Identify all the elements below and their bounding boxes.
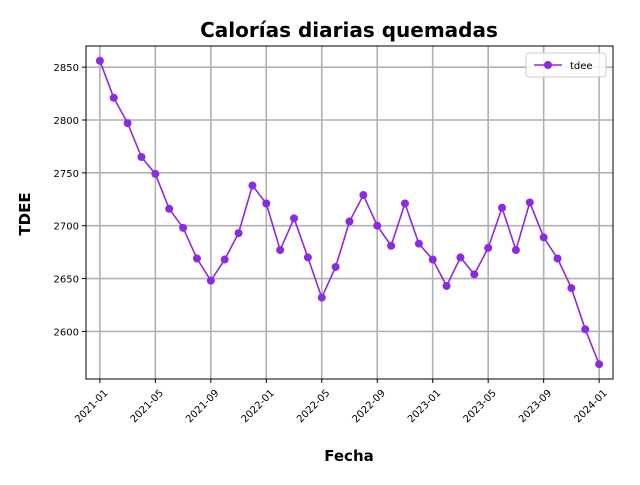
x-tick-label: 2022-05 bbox=[295, 388, 332, 425]
data-point bbox=[428, 255, 437, 264]
y-tick-label: 2600 bbox=[54, 327, 79, 338]
data-point bbox=[345, 217, 354, 226]
x-tick-label: 2023-05 bbox=[462, 388, 499, 425]
x-tick-label: 2021-05 bbox=[129, 388, 166, 425]
data-point bbox=[359, 191, 368, 200]
data-point bbox=[442, 281, 451, 290]
data-point bbox=[179, 223, 188, 232]
chart-title: Calorías diarias quemadas bbox=[200, 18, 498, 42]
y-tick-label: 2650 bbox=[54, 275, 79, 286]
data-point bbox=[109, 93, 118, 102]
data-point bbox=[123, 119, 132, 128]
data-point bbox=[539, 233, 548, 242]
legend-marker bbox=[544, 61, 552, 69]
data-point bbox=[400, 199, 409, 208]
data-point bbox=[387, 241, 396, 250]
series-line-tdee bbox=[99, 60, 600, 365]
x-tick-label: 2021-09 bbox=[184, 388, 221, 425]
data-point bbox=[498, 203, 507, 212]
data-point bbox=[151, 169, 160, 178]
data-point bbox=[553, 254, 562, 263]
data-point bbox=[373, 221, 382, 230]
data-point bbox=[137, 153, 146, 161]
data-point bbox=[484, 243, 493, 252]
x-tick-label: 2021-01 bbox=[73, 388, 110, 425]
data-point bbox=[303, 253, 312, 262]
legend-box bbox=[525, 52, 607, 78]
data-point bbox=[595, 360, 604, 369]
y-tick-label: 2750 bbox=[54, 169, 79, 180]
data-point bbox=[414, 239, 423, 248]
y-axis-label: TDEE bbox=[16, 192, 34, 235]
x-tick-label: 2022-09 bbox=[351, 388, 388, 425]
data-point bbox=[331, 262, 340, 271]
data-point bbox=[262, 199, 271, 208]
y-tick-label: 2800 bbox=[54, 116, 79, 127]
x-tick-label: 2023-09 bbox=[517, 388, 554, 425]
y-tick-label: 2700 bbox=[54, 222, 79, 233]
data-point bbox=[276, 246, 285, 255]
data-point bbox=[525, 198, 534, 207]
grid bbox=[86, 46, 613, 379]
x-axis-label: Fecha bbox=[324, 447, 374, 465]
plot-frame bbox=[85, 45, 614, 380]
x-tick-label: 2023-01 bbox=[406, 388, 443, 425]
y-tick-label: 2850 bbox=[54, 63, 79, 74]
data-point bbox=[456, 253, 465, 262]
data-point bbox=[165, 204, 174, 213]
data-point bbox=[248, 181, 257, 190]
axes: 2021-01 2021-05 2021-09 2022-01 2022-05 2022-… bbox=[54, 45, 614, 425]
series-layer bbox=[95, 56, 604, 369]
data-point bbox=[317, 293, 326, 302]
data-point bbox=[95, 56, 104, 65]
data-point bbox=[581, 325, 590, 334]
data-point bbox=[206, 276, 215, 285]
data-point bbox=[470, 270, 479, 279]
data-point bbox=[290, 214, 299, 223]
data-point bbox=[234, 229, 243, 238]
data-point bbox=[220, 255, 229, 264]
x-tick-label: 2024-01 bbox=[572, 388, 609, 425]
x-tick-label: 2022-01 bbox=[240, 388, 277, 425]
legend: tdee bbox=[525, 52, 607, 78]
data-point bbox=[567, 284, 576, 293]
data-point bbox=[511, 246, 520, 255]
data-point bbox=[192, 254, 201, 263]
legend-label: tdee bbox=[570, 61, 593, 72]
